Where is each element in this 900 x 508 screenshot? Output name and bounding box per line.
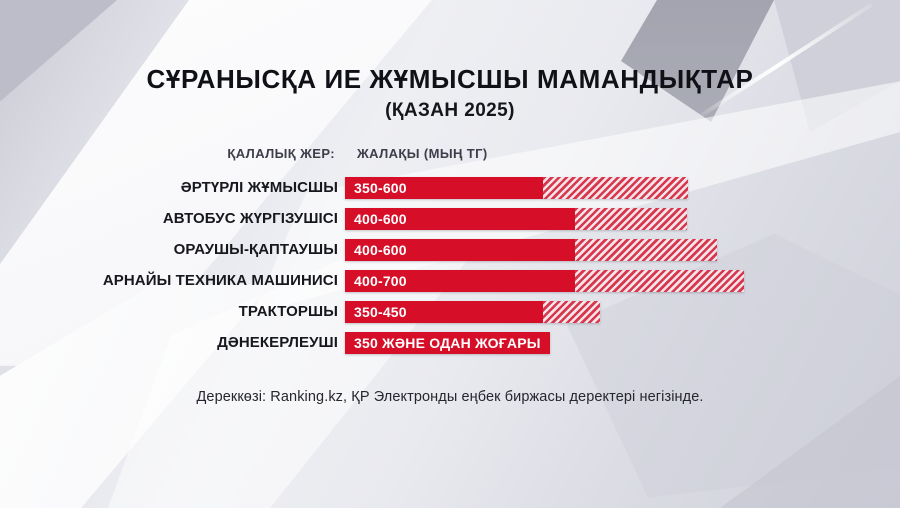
table-row: АВТОБУС ЖҮРГІЗУШІСІ 400-600 [0,204,900,235]
table-row: АРНАЙЫ ТЕХНИКА МАШИНИСІ 400-700 [0,266,900,297]
salary-bar-solid: 400-600 [345,239,575,261]
row-label: АРНАЙЫ ТЕХНИКА МАШИНИСІ [102,272,338,289]
row-label: ОРАУШЫ-ҚАПТАУШЫ [173,241,338,258]
page-subtitle: (ҚАЗАН 2025) [385,100,515,121]
salary-bar-hatch [543,177,688,199]
salary-bar: 350-600 [345,177,688,199]
salary-bar-hatch [575,208,687,230]
table-row: ӘРТҮРЛІ ЖҰМЫСШЫ 350-600 [0,173,900,204]
salary-bar-hatch [575,270,744,292]
salary-value: 400-600 [354,211,407,227]
salary-bar-solid: 350-600 [345,177,543,199]
salary-value: 350-450 [354,304,407,320]
column-headers: ҚАЛАЛЫҚ ЖЕР: ЖАЛАҚЫ (МЫҢ ТГ) [0,146,900,162]
salary-bar: 350 ЖӘНЕ ОДАН ЖОҒАРЫ [345,332,550,354]
salary-bar: 400-600 [345,208,687,230]
salary-column-header: ЖАЛАҚЫ (МЫҢ ТГ) [357,146,488,161]
salary-bar-hatch [543,301,600,323]
row-label: АВТОБУС ЖҮРГІЗУШІСІ [162,210,338,227]
salary-bar: 400-700 [345,270,744,292]
salary-value: 400-600 [354,242,407,258]
row-label: ТРАКТОРШЫ [238,303,338,320]
salary-bar-solid: 350-450 [345,301,543,323]
source-attribution: Дереккөзі: Ranking.kz, ҚР Электронды еңб… [196,389,704,405]
salary-bar-solid: 350 ЖӘНЕ ОДАН ЖОҒАРЫ [345,332,550,354]
salary-bar: 400-600 [345,239,717,261]
page-title: СҰРАНЫСҚА ИЕ ЖҰМЫСШЫ МАМАНДЫҚТАР [146,64,754,94]
salary-value: 350 ЖӘНЕ ОДАН ЖОҒАРЫ [354,335,541,351]
table-row: ОРАУШЫ-ҚАПТАУШЫ 400-600 [0,235,900,266]
row-label: ӘРТҮРЛІ ЖҰМЫСШЫ [180,179,338,196]
salary-bar-hatch [575,239,717,261]
table-row: ТРАКТОРШЫ 350-450 [0,297,900,328]
salary-rows: ӘРТҮРЛІ ЖҰМЫСШЫ 350-600 АВТОБУС ЖҮРГІЗУШІС… [0,173,900,359]
row-label: ДӘНЕКЕРЛЕУШІ [217,334,338,351]
table-row: ДӘНЕКЕРЛЕУШІ 350 ЖӘНЕ ОДАН ЖОҒАРЫ [0,328,900,359]
salary-bar: 350-450 [345,301,600,323]
salary-value: 400-700 [354,273,407,289]
salary-bar-solid: 400-700 [345,270,575,292]
salary-value: 350-600 [354,180,407,196]
salary-bar-solid: 400-600 [345,208,575,230]
area-column-header: ҚАЛАЛЫҚ ЖЕР: [227,146,335,161]
